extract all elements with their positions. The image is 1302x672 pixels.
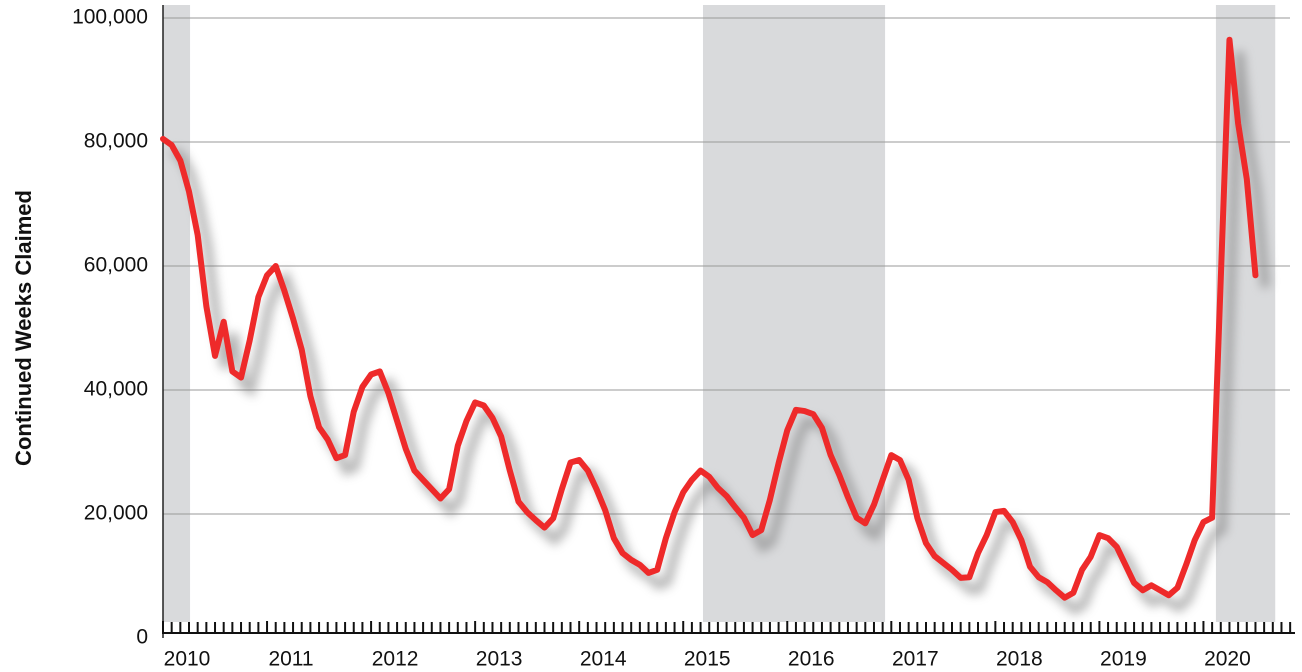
x-tick-label: 2020 <box>1204 648 1251 671</box>
y-tick-label: 100,000 <box>72 6 148 29</box>
y-axis-label: Continued Weeks Claimed <box>11 190 36 466</box>
x-tick-label: 2013 <box>476 648 523 671</box>
x-tick-label: 2019 <box>1100 648 1147 671</box>
x-tick-label: 2012 <box>372 648 419 671</box>
y-tick-label: 40,000 <box>84 378 148 401</box>
shaded-region <box>163 5 191 622</box>
y-tick-label: 80,000 <box>84 130 148 153</box>
x-tick-label: 2011 <box>268 648 313 671</box>
x-tick-label: 2014 <box>580 648 627 671</box>
shaded-region <box>702 5 886 622</box>
y-tick-label: 20,000 <box>84 502 148 525</box>
x-tick-label: 2018 <box>996 648 1043 671</box>
x-tick-label: 2017 <box>892 648 939 671</box>
x-tick-label: 2015 <box>684 648 731 671</box>
line <box>160 36 1259 601</box>
x-tick-label: 2010 <box>164 648 211 671</box>
y-tick-label: 0 <box>136 626 148 649</box>
y-tick-label: 60,000 <box>84 254 148 277</box>
x-tick-label: 2016 <box>788 648 835 671</box>
